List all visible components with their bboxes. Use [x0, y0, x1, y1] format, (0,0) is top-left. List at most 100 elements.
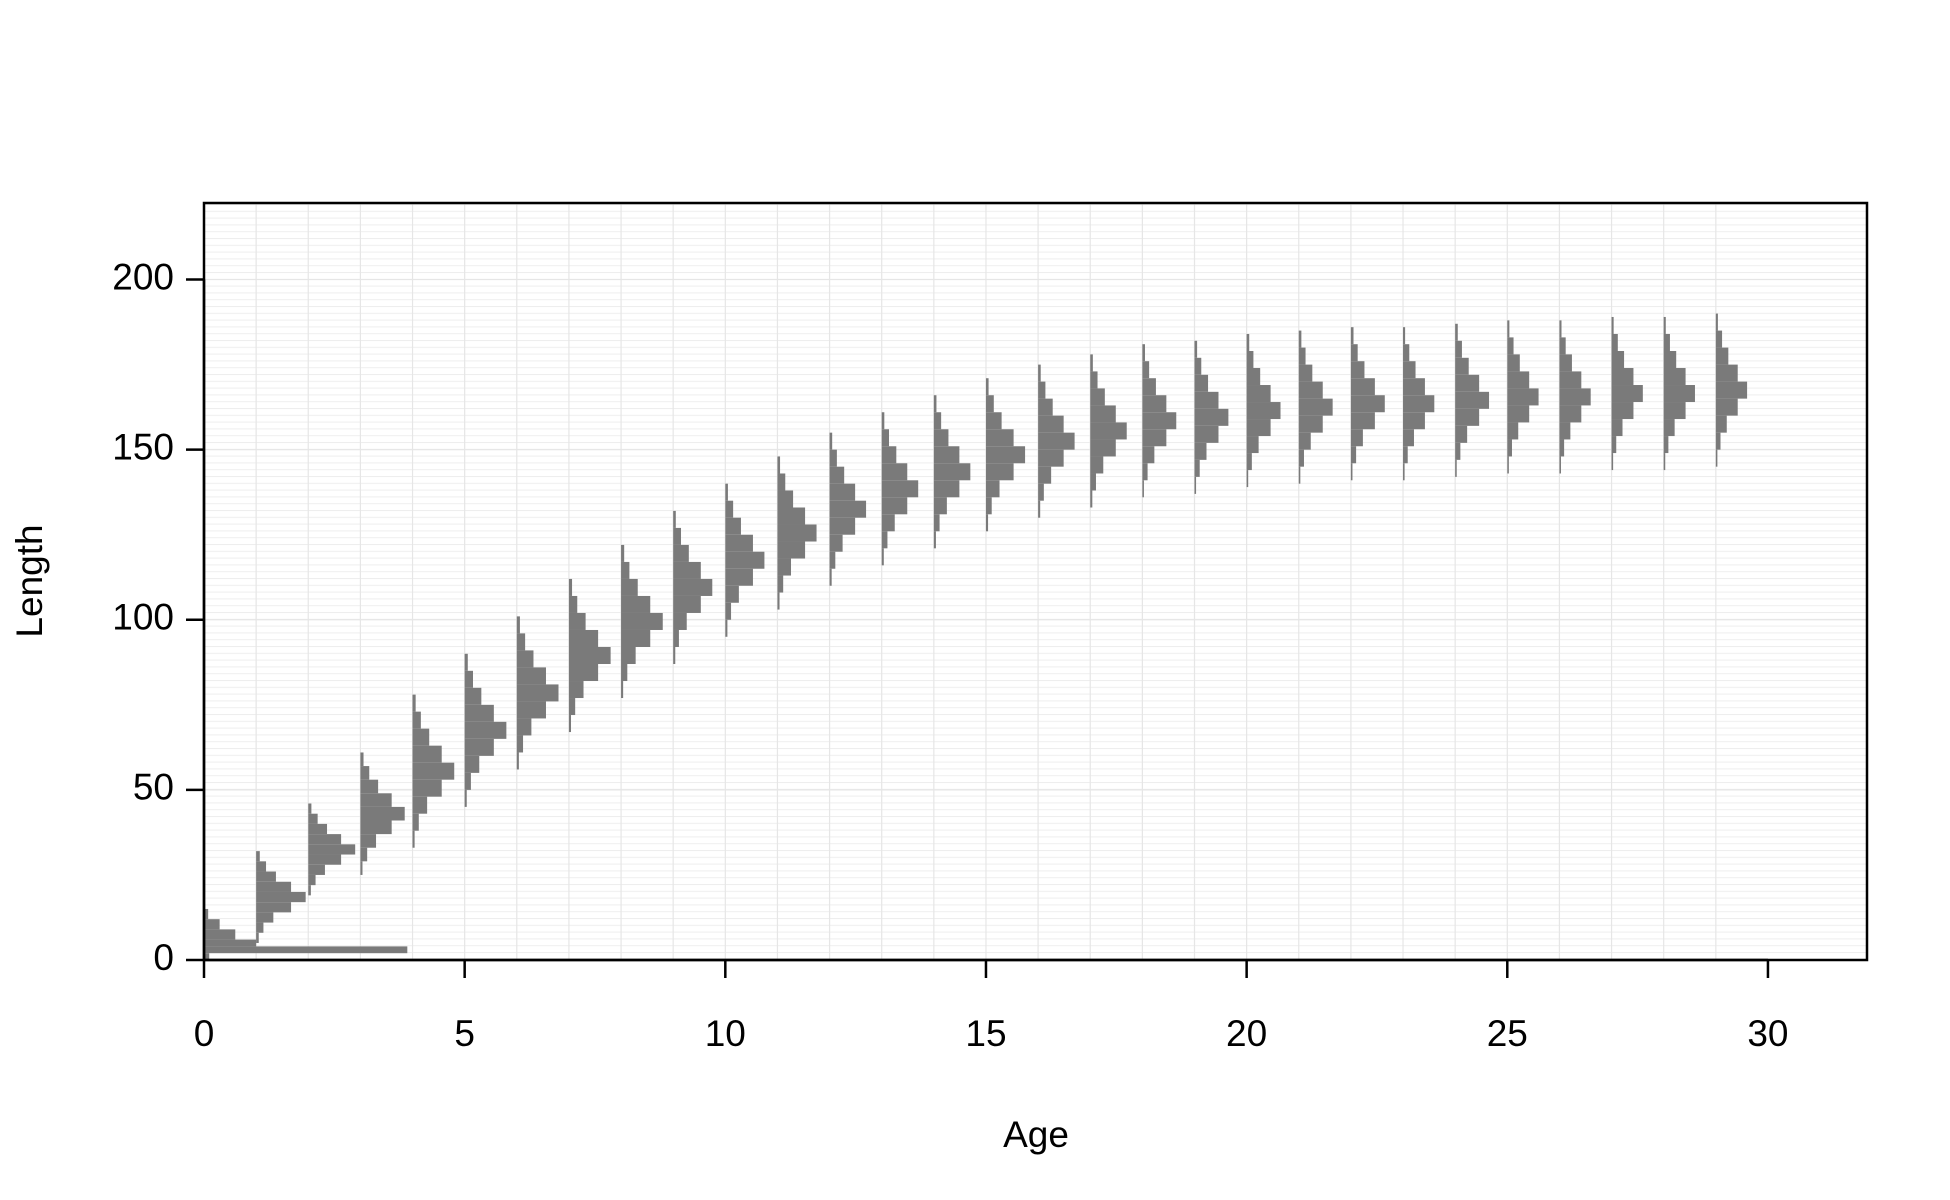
histogram-bar	[1715, 313, 1718, 331]
histogram-bar	[256, 851, 260, 862]
x-tick-label: 15	[965, 1013, 1006, 1054]
histogram-bar	[777, 507, 806, 525]
histogram-bar	[621, 544, 625, 562]
histogram-bar	[1663, 350, 1677, 369]
histogram-bar	[308, 874, 316, 886]
histogram-bar	[1559, 405, 1582, 423]
histogram-bar	[360, 793, 392, 807]
histogram-bar	[256, 881, 292, 892]
histogram-bar	[360, 806, 405, 821]
histogram-bar	[725, 534, 753, 552]
histogram-bar	[673, 510, 676, 528]
histogram-bar	[204, 929, 236, 940]
histogram-bar	[1611, 316, 1614, 334]
histogram-bar	[985, 514, 989, 532]
x-tick-label: 5	[454, 1013, 475, 1054]
histogram-bar	[412, 813, 419, 831]
histogram-bar	[1090, 422, 1127, 440]
x-tick-label: 0	[194, 1013, 215, 1054]
histogram-bar	[777, 558, 792, 576]
histogram-bar	[673, 544, 689, 562]
axes: 0 50 100 150 200 0 5 10 15 20 25 30	[112, 256, 1788, 1053]
histogram-bar	[1403, 327, 1406, 345]
histogram-bar	[1038, 483, 1044, 501]
histogram-bar	[829, 517, 856, 535]
y-axis-title: Length	[9, 524, 50, 637]
histogram-bar	[1298, 330, 1302, 348]
histogram-bar	[1559, 439, 1565, 457]
y-tick-label: 150	[112, 426, 174, 467]
histogram-bar	[516, 701, 546, 719]
histogram-bar	[1455, 357, 1469, 375]
histogram-bar	[673, 629, 679, 647]
histogram-bar	[621, 681, 624, 699]
histogram-bar	[1507, 371, 1530, 389]
plot-background	[204, 203, 1867, 960]
histogram-bar	[1142, 463, 1148, 481]
histogram-bar	[412, 694, 416, 712]
histogram-bar	[1455, 442, 1461, 460]
histogram-bar	[1507, 388, 1539, 406]
histogram-bar	[1038, 415, 1064, 433]
histogram-bar	[1246, 368, 1261, 386]
histogram-bar	[881, 446, 897, 464]
histogram-bar	[516, 684, 559, 702]
histogram-bar	[204, 908, 209, 920]
histogram-bar	[412, 745, 442, 763]
histogram-bar	[1194, 459, 1200, 477]
histogram-bar	[1090, 405, 1116, 423]
histogram-bar	[621, 629, 651, 647]
histogram-bar	[933, 446, 960, 464]
histogram-bar	[621, 595, 651, 613]
histogram-bar	[1350, 463, 1353, 481]
histogram-bar	[1246, 419, 1271, 437]
histogram-bar	[1715, 415, 1727, 433]
histogram-bar	[360, 834, 377, 848]
histogram-bar	[1507, 354, 1520, 372]
histograms	[204, 313, 1748, 960]
histogram-bar	[1507, 320, 1510, 338]
histogram-bar	[829, 483, 856, 501]
histogram-bar	[1038, 449, 1064, 467]
histogram-bar	[621, 561, 630, 579]
histogram-bar	[1142, 361, 1150, 379]
x-tick-label: 20	[1226, 1013, 1267, 1054]
histogram-bar	[1611, 385, 1643, 403]
histogram-bar	[308, 885, 311, 896]
histogram-bar	[673, 595, 701, 613]
histogram-bar	[464, 738, 494, 756]
histogram-bar	[725, 619, 728, 637]
histogram-bar	[1715, 432, 1721, 450]
histogram-bar	[412, 830, 415, 848]
histogram-bar	[1194, 374, 1209, 392]
histogram-bar	[621, 646, 636, 665]
histogram-bar	[1611, 419, 1623, 437]
histogram-bar	[1715, 347, 1729, 365]
histogram-bar	[673, 561, 701, 579]
histogram-bar	[985, 497, 992, 515]
histogram-bar	[985, 429, 1014, 447]
histogram-bar	[516, 650, 534, 668]
histogram-bar	[881, 548, 884, 566]
histogram-bar	[1403, 378, 1425, 396]
histogram-bar	[516, 667, 546, 685]
histogram-bar	[1611, 436, 1617, 454]
histogram-bar	[412, 762, 455, 780]
histogram-bar	[1455, 391, 1490, 409]
histogram-bar	[1663, 368, 1686, 386]
histogram-bar	[360, 861, 363, 875]
histogram-bar	[1090, 473, 1096, 491]
histogram-bar	[829, 432, 833, 450]
histogram-bar	[1403, 344, 1410, 362]
histogram-bar	[933, 480, 960, 498]
histogram-bar	[1663, 385, 1695, 403]
histogram-bar	[1298, 381, 1323, 399]
histogram-bar	[1559, 422, 1571, 440]
histogram-bar	[1246, 350, 1254, 369]
histogram-bar	[673, 527, 682, 545]
histogram-bar	[464, 687, 482, 705]
histogram-bar	[1715, 449, 1718, 467]
histogram-bar	[1038, 432, 1075, 450]
histogram-bar	[1038, 500, 1041, 518]
